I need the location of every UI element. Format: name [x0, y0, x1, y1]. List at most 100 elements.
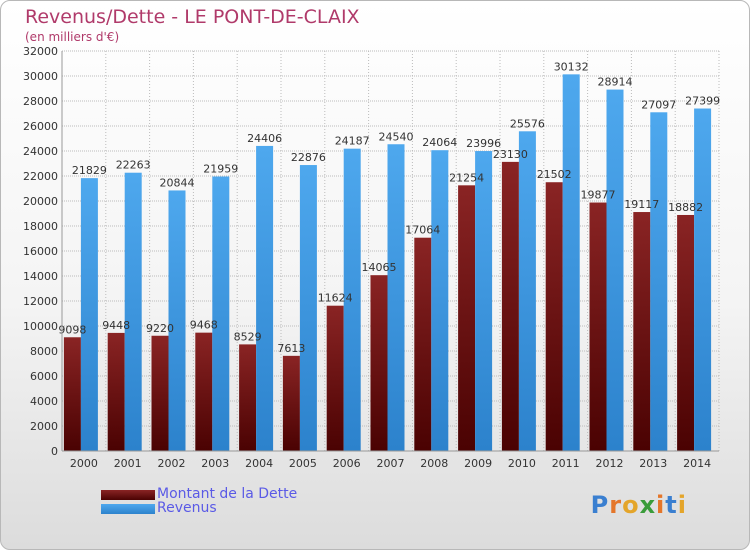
y-tick-label: 14000: [23, 270, 58, 283]
chart-subtitle: (en milliers d'€): [25, 30, 120, 44]
bar-dette: [545, 182, 563, 451]
legend-swatch-dette: [101, 490, 155, 500]
data-label-dette: 9448: [102, 319, 130, 332]
bar-dette: [326, 305, 344, 451]
legend-label-dette: Montant de la Dette: [157, 486, 298, 502]
bar-revenus: [562, 74, 580, 451]
data-label-revenus: 24064: [422, 136, 457, 149]
data-label-revenus: 24406: [247, 132, 282, 145]
x-tick-label: 2004: [245, 457, 273, 470]
y-tick-label: 12000: [23, 295, 58, 308]
data-label-revenus: 21959: [203, 163, 238, 176]
bar-revenus: [299, 165, 317, 452]
bar-revenus: [387, 144, 405, 451]
data-label-revenus: 28914: [598, 76, 633, 89]
bar-revenus: [518, 131, 536, 452]
y-tick-label: 8000: [30, 345, 58, 358]
bar-dette: [589, 202, 607, 451]
data-label-dette: 19877: [581, 189, 616, 202]
data-label-revenus: 25576: [510, 117, 545, 130]
data-label-dette: 9220: [146, 322, 174, 335]
x-tick-label: 2003: [201, 457, 229, 470]
x-tick-label: 2014: [683, 457, 711, 470]
y-tick-label: 20000: [23, 195, 58, 208]
y-tick-label: 22000: [23, 170, 58, 183]
data-label-dette: 21502: [537, 168, 572, 181]
data-label-revenus: 22263: [116, 159, 151, 172]
bar-revenus: [475, 151, 493, 452]
bar-revenus: [650, 112, 668, 451]
bar-dette: [239, 344, 257, 451]
data-label-revenus: 30132: [554, 60, 589, 73]
data-label-revenus: 20844: [160, 176, 195, 189]
data-label-revenus: 23996: [466, 137, 501, 150]
y-tick-label: 28000: [23, 95, 58, 108]
bar-revenus: [343, 148, 361, 451]
bar-revenus: [212, 176, 230, 451]
proxiti-logo: Proxiti: [590, 491, 687, 519]
bar-dette: [282, 355, 300, 451]
y-tick-label: 0: [51, 445, 58, 458]
x-tick-label: 2002: [158, 457, 186, 470]
data-label-dette: 18882: [668, 201, 703, 214]
data-label-dette: 11624: [318, 292, 353, 305]
x-tick-label: 2001: [114, 457, 142, 470]
bar-revenus: [431, 150, 449, 451]
data-label-dette: 21254: [449, 171, 484, 184]
x-tick-label: 2012: [596, 457, 624, 470]
data-label-dette: 17064: [405, 224, 440, 237]
bar-dette: [195, 332, 213, 451]
bar-dette: [458, 185, 476, 451]
x-tick-label: 2000: [70, 457, 98, 470]
x-tick-label: 2008: [420, 457, 448, 470]
y-tick-label: 4000: [30, 395, 58, 408]
data-label-revenus: 22876: [291, 151, 326, 164]
bar-revenus: [168, 190, 186, 451]
x-tick-label: 2013: [639, 457, 667, 470]
legend-label-revenus: Revenus: [157, 500, 217, 516]
y-tick-label: 24000: [23, 145, 58, 158]
x-tick-label: 2005: [289, 457, 317, 470]
data-label-dette: 9468: [190, 319, 218, 332]
y-tick-label: 10000: [23, 320, 58, 333]
x-tick-label: 2011: [552, 457, 580, 470]
data-label-dette: 9098: [58, 323, 86, 336]
x-tick-label: 2009: [464, 457, 492, 470]
y-tick-label: 18000: [23, 220, 58, 233]
y-tick-label: 30000: [23, 70, 58, 83]
data-label-dette: 19117: [624, 198, 659, 211]
y-tick-label: 16000: [23, 245, 58, 258]
bar-dette: [677, 214, 695, 451]
x-tick-label: 2007: [377, 457, 405, 470]
bar-dette: [63, 337, 81, 451]
data-label-revenus: 21829: [72, 164, 107, 177]
bar-revenus: [694, 108, 712, 451]
bar-dette: [151, 335, 169, 451]
bar-dette: [501, 161, 519, 451]
data-label-revenus: 27399: [685, 95, 720, 108]
x-tick-label: 2006: [333, 457, 361, 470]
data-label-revenus: 24187: [335, 135, 370, 148]
bar-revenus: [124, 172, 142, 451]
bar-revenus: [606, 89, 624, 451]
bar-dette: [633, 212, 651, 451]
y-tick-label: 2000: [30, 420, 58, 433]
bar-revenus: [256, 145, 274, 452]
bar-dette: [107, 332, 125, 451]
bar-revenus: [80, 178, 98, 451]
bar-dette: [414, 237, 432, 451]
data-label-dette: 23130: [493, 148, 528, 161]
data-label-dette: 8529: [234, 330, 262, 343]
bar-dette: [370, 275, 388, 451]
y-tick-label: 32000: [23, 45, 58, 58]
legend-swatch-revenus: [101, 504, 155, 514]
x-tick-label: 2010: [508, 457, 536, 470]
data-label-revenus: 24540: [379, 130, 414, 143]
chart-title: Revenus/Dette - LE PONT-DE-CLAIX: [25, 6, 360, 28]
data-label-dette: 14065: [362, 261, 397, 274]
y-tick-label: 26000: [23, 120, 58, 133]
y-tick-label: 6000: [30, 370, 58, 383]
data-label-dette: 7613: [277, 342, 305, 355]
